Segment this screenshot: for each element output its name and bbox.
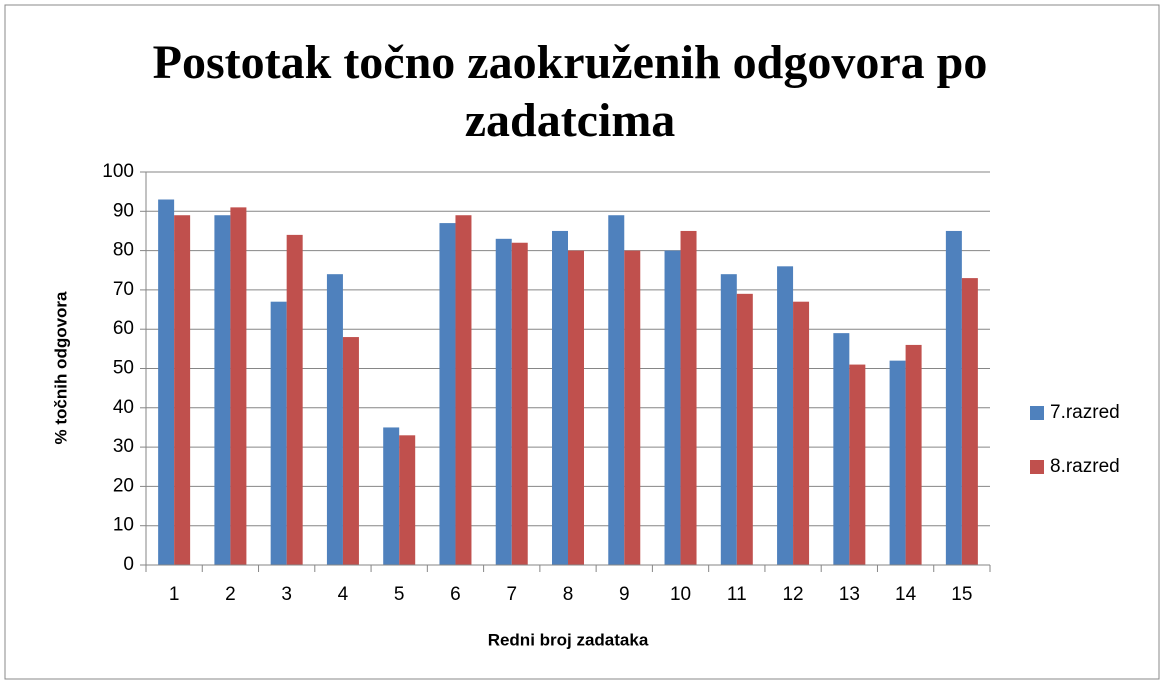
- bar: [945, 230, 962, 565]
- chart-title: Postotak točno zaokruženih odgovora po z…: [152, 36, 988, 147]
- y-tick-label: 20: [113, 475, 134, 496]
- bar: [664, 250, 681, 565]
- bar: [905, 344, 922, 565]
- bar: [439, 223, 456, 565]
- y-tick-label: 30: [113, 436, 134, 457]
- y-tick-label: 0: [123, 554, 134, 575]
- y-tick-label: 100: [102, 161, 134, 182]
- bar: [680, 230, 697, 565]
- x-tick-label: 14: [895, 584, 917, 605]
- x-tick-label: 1: [169, 584, 180, 605]
- bar: [399, 435, 416, 565]
- x-tick-label: 3: [281, 584, 292, 605]
- x-tick-label: 15: [951, 584, 972, 605]
- bar: [720, 274, 737, 565]
- x-tick-label: 12: [782, 584, 803, 605]
- x-tick-label: 7: [506, 584, 517, 605]
- legend-swatch: [1030, 406, 1044, 420]
- bar: [849, 364, 866, 565]
- bar: [777, 266, 794, 565]
- bar: [608, 215, 625, 566]
- x-tick-label: 10: [670, 584, 691, 605]
- y-tick-label: 10: [113, 515, 134, 536]
- x-axis-label: Redni broj zadataka: [488, 630, 649, 649]
- legend-label: 7.razred: [1050, 402, 1120, 423]
- y-tick-label: 50: [113, 358, 134, 379]
- bar: [230, 207, 247, 565]
- x-tick-label: 11: [727, 584, 747, 605]
- bar: [736, 293, 753, 565]
- x-tick-label: 6: [450, 584, 461, 605]
- bar: [286, 234, 303, 565]
- x-tick-label: 4: [338, 584, 349, 605]
- x-tick-label: 13: [839, 584, 860, 605]
- bar: [214, 215, 231, 566]
- y-tick-label: 90: [113, 200, 134, 221]
- y-tick-label: 70: [113, 279, 134, 300]
- bar: [270, 301, 287, 565]
- y-tick-label: 40: [113, 397, 134, 418]
- bar: [793, 301, 810, 565]
- bar: [158, 199, 175, 565]
- legend-swatch: [1030, 460, 1044, 474]
- bar: [455, 215, 472, 566]
- bar: [174, 215, 191, 566]
- bar: [624, 250, 641, 565]
- bar: [495, 238, 512, 565]
- bar: [568, 250, 584, 565]
- bar: [961, 278, 978, 565]
- x-tick-label: 2: [225, 584, 236, 605]
- y-tick-label: 60: [113, 318, 134, 339]
- bar: [833, 333, 850, 565]
- chart-border: [4, 4, 1160, 680]
- legend-label: 8.razred: [1050, 456, 1120, 477]
- bar: [326, 274, 343, 565]
- x-tick-label: 8: [563, 584, 574, 605]
- bar: [383, 427, 400, 565]
- y-tick-label: 80: [113, 240, 134, 261]
- bar: [889, 360, 906, 565]
- bar: [511, 242, 528, 566]
- bar: [342, 337, 359, 565]
- x-tick-label: 5: [394, 584, 405, 605]
- x-tick-label: 9: [619, 584, 630, 605]
- y-axis-label: % točnih odgovora: [51, 291, 70, 445]
- bar: [552, 230, 568, 565]
